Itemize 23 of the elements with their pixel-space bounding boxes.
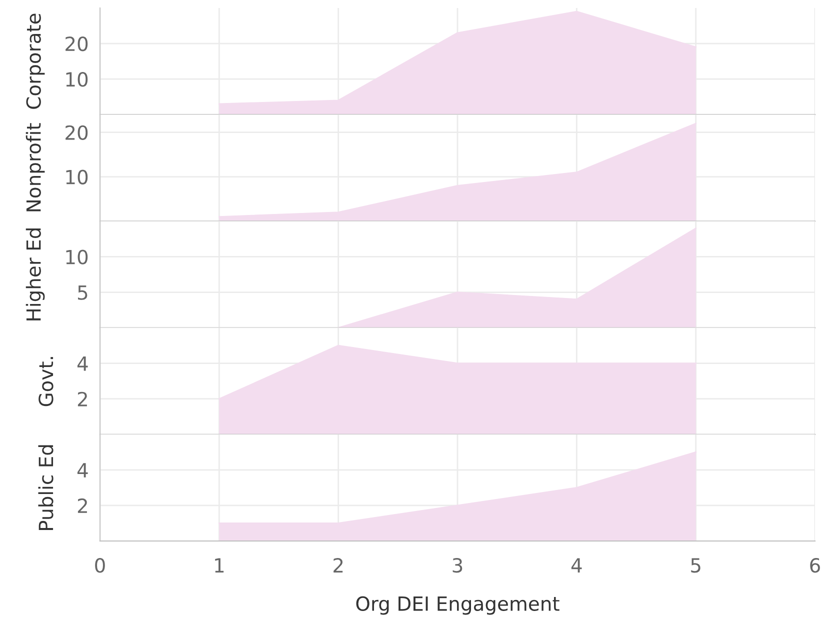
y-axis-title: Corporate bbox=[26, 14, 45, 109]
x-axis-title: Org DEI Engagement bbox=[356, 596, 560, 615]
x-tick-label: 4 bbox=[571, 558, 582, 572]
y-tick-label: 5 bbox=[78, 285, 88, 300]
y-tick-label: 10 bbox=[66, 250, 88, 264]
y-axis-title: Higher Ed bbox=[26, 228, 45, 320]
x-tick-label: 3 bbox=[452, 558, 462, 573]
y-axis-title: Govt. bbox=[38, 357, 54, 406]
y-tick-label: 4 bbox=[77, 463, 88, 478]
y-tick-label: 2 bbox=[78, 498, 87, 513]
y-tick-label: 20 bbox=[66, 36, 88, 52]
y-tick-label: 2 bbox=[78, 392, 87, 406]
y-tick-label: 4 bbox=[77, 356, 88, 371]
x-tick-label: 6 bbox=[810, 558, 820, 573]
y-tick-label: 10 bbox=[66, 72, 88, 87]
x-tick-label: 0 bbox=[95, 558, 105, 573]
x-tick-label: 1 bbox=[215, 558, 224, 572]
x-tick-label: 2 bbox=[334, 558, 343, 572]
y-axis-title: Public Ed bbox=[38, 445, 54, 530]
y-axis-title: Nonprofit bbox=[26, 123, 45, 212]
y-tick-label: 20 bbox=[66, 125, 88, 140]
y-tick-label: 10 bbox=[66, 170, 88, 184]
x-tick-label: 5 bbox=[691, 558, 700, 573]
